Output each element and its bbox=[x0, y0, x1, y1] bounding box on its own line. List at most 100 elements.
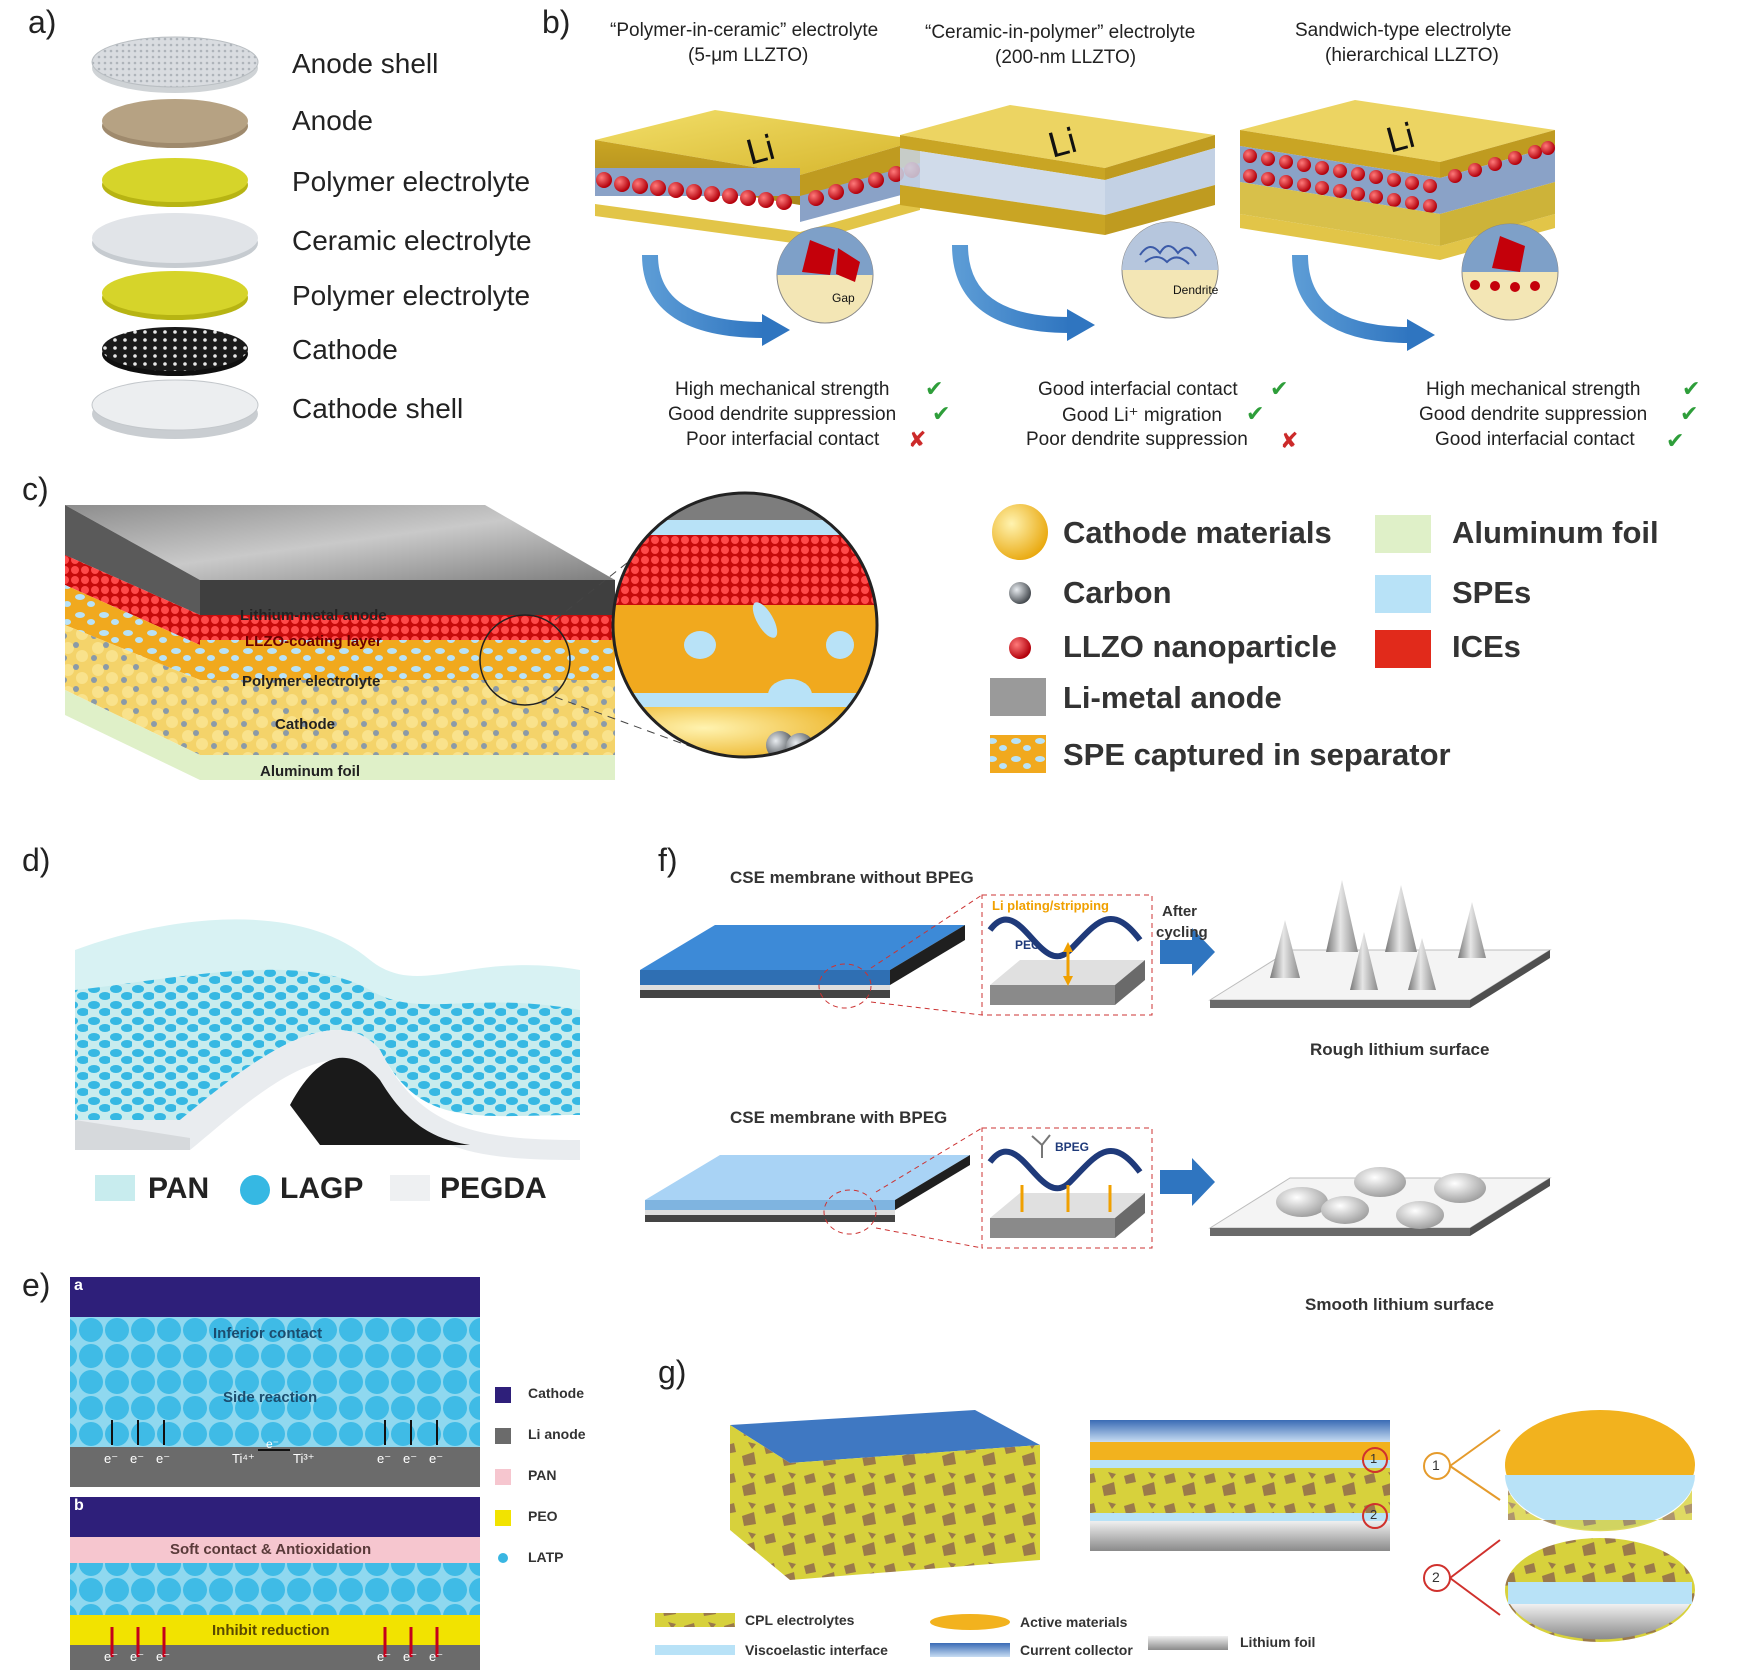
legend-pegda: PEGDA bbox=[440, 1172, 547, 1205]
col2-check-2: ✔ bbox=[1246, 401, 1265, 426]
f-top-zoom-peo: PEO bbox=[1015, 938, 1041, 952]
zoom-circle-col1 bbox=[776, 226, 874, 324]
lagp-icon bbox=[240, 1175, 270, 1205]
panel-d: d) PAN LAGP PEGDA bbox=[0, 840, 630, 1240]
membrane-plating-comparison bbox=[640, 880, 1552, 1249]
panel-a-label: a) bbox=[28, 4, 57, 40]
dendrite-cones bbox=[1270, 880, 1486, 990]
col3-check-3: ✔ bbox=[1666, 428, 1685, 453]
marker-2-ring bbox=[1362, 1503, 1388, 1529]
col3-title-line2: (hierarchical LLZTO) bbox=[1325, 45, 1499, 66]
current-collector-swatch bbox=[930, 1643, 1010, 1657]
sub-a-electron-4: e⁻ bbox=[377, 1451, 392, 1466]
sub-a-electron-3: e⁻ bbox=[156, 1451, 171, 1466]
legend-lithium-foil: Lithium foil bbox=[1240, 1634, 1316, 1650]
layer-label-llzo-coating: LLZO-coating layer bbox=[245, 633, 382, 650]
legend-ices: ICEs bbox=[1452, 629, 1521, 664]
zoom-circle-col3 bbox=[1461, 223, 1559, 321]
cross-section bbox=[1090, 1420, 1390, 1442]
curved-arrow-col3 bbox=[1292, 254, 1411, 343]
sub-b-electron-4: e⁻ bbox=[377, 1649, 392, 1664]
polymer-in-ceramic-block bbox=[595, 110, 920, 244]
curved-arrow-col1 bbox=[642, 254, 766, 338]
layer-label-polymer-electrolyte: Polymer electrolyte bbox=[242, 673, 381, 690]
sub-a-electron-6: e⁻ bbox=[429, 1451, 444, 1466]
sub-a-ti3: Ti³⁺ bbox=[293, 1451, 315, 1466]
panel-b: b) bbox=[540, 0, 1750, 470]
col1-feature-3: Poor interfacial contact bbox=[686, 429, 880, 450]
sub-b-tag: b bbox=[74, 1497, 84, 1514]
f-top-result: Rough lithium surface bbox=[1310, 1040, 1490, 1059]
col2-title-line1: “Ceramic-in-polymer” electrolyte bbox=[925, 22, 1196, 43]
sub-b-electron-3: e⁻ bbox=[156, 1649, 171, 1664]
coin-cell-exploded-diagram bbox=[91, 36, 259, 439]
cell-layer-cross-section bbox=[65, 491, 1431, 780]
li-anode-swatch bbox=[495, 1428, 511, 1444]
col3-feature-1: High mechanical strength bbox=[1426, 379, 1641, 400]
panel-g-label: g) bbox=[658, 1354, 687, 1390]
legend-lagp: LAGP bbox=[280, 1172, 364, 1205]
panel-a: a) bbox=[0, 0, 560, 440]
sub-a-ti-arrow-electron: e⁻ bbox=[266, 1437, 280, 1451]
ceramic-in-polymer-block bbox=[900, 105, 1215, 235]
layer-label-aluminum-foil: Aluminum foil bbox=[260, 763, 360, 780]
f-top-title: CSE membrane without BPEG bbox=[730, 868, 974, 887]
legend-llzo-nanoparticle: LLZO nanoparticle bbox=[1063, 629, 1337, 664]
legend-e-peo: PEO bbox=[528, 1508, 558, 1524]
sub-b-soft-contact: Soft contact & Antioxidation bbox=[170, 1541, 372, 1558]
cpl-block bbox=[730, 1410, 1040, 1463]
col2-title-line2: (200-nm LLZTO) bbox=[995, 47, 1137, 68]
callout-2-label: 2 bbox=[1432, 1569, 1440, 1585]
col3-check-1: ✔ bbox=[1682, 376, 1701, 401]
panel-b-label: b) bbox=[542, 4, 571, 40]
layer-label-lithium-metal-anode: Lithium-metal anode bbox=[240, 607, 387, 624]
spe-captured-icon bbox=[990, 735, 1046, 773]
layer-label-anode: Anode bbox=[292, 105, 373, 136]
f-arrow-label-1: After bbox=[1162, 903, 1198, 920]
col1-title-line1: “Polymer-in-ceramic” electrolyte bbox=[610, 20, 879, 41]
panel-d-label: d) bbox=[22, 842, 51, 878]
col1-cross-3: ✘ bbox=[908, 427, 927, 452]
sub-a-side-reaction: Side reaction bbox=[223, 1389, 318, 1406]
legend-viscoelastic-interface: Viscoelastic interface bbox=[745, 1642, 888, 1658]
lithium-foil-swatch bbox=[1148, 1636, 1228, 1650]
cathode-materials-icon bbox=[992, 504, 1048, 560]
flexible-electrolyte-illustration bbox=[75, 919, 580, 1205]
legend-active-materials: Active materials bbox=[1020, 1614, 1128, 1630]
zoom-circle-col2 bbox=[1121, 221, 1219, 319]
smooth-domes bbox=[1276, 1167, 1486, 1229]
active-materials-swatch bbox=[930, 1614, 1010, 1630]
legend-carbon: Carbon bbox=[1063, 575, 1172, 610]
polymer-electrolyte-disk-bottom bbox=[102, 271, 248, 320]
panel-g: g) bbox=[640, 1350, 1750, 1677]
col1-check-1: ✔ bbox=[925, 376, 944, 401]
smooth-arrow bbox=[1160, 1158, 1215, 1206]
latp-swatch bbox=[498, 1553, 508, 1563]
panel-c-label: c) bbox=[22, 471, 49, 507]
sub-b-electron-5: e⁻ bbox=[403, 1649, 418, 1664]
pan-icon bbox=[95, 1175, 135, 1201]
sub-a-ti4: Ti⁴⁺ bbox=[232, 1451, 255, 1466]
layered-block bbox=[65, 504, 701, 780]
panel-f: f) bbox=[640, 840, 1750, 1320]
sub-b-inhibit-reduction: Inhibit reduction bbox=[212, 1622, 330, 1639]
legend-aluminum-foil: Aluminum foil bbox=[1452, 515, 1659, 550]
ices-icon bbox=[1375, 630, 1431, 668]
col2-feature-2: Good Li⁺ migration bbox=[1062, 405, 1222, 426]
f-bottom-result: Smooth lithium surface bbox=[1305, 1295, 1494, 1314]
layer-label-polymer-electrolyte-top: Polymer electrolyte bbox=[292, 166, 531, 197]
cathode-disk bbox=[102, 327, 248, 376]
anode-disk bbox=[102, 99, 248, 148]
legend-pan: PAN bbox=[148, 1172, 210, 1205]
sub-b-electron-1: e⁻ bbox=[104, 1649, 119, 1664]
cpl-swatch bbox=[655, 1613, 735, 1627]
aluminum-foil-icon bbox=[1375, 515, 1431, 553]
pegda-icon bbox=[390, 1175, 430, 1201]
pan-swatch bbox=[495, 1469, 511, 1485]
interface-comparison-diagram bbox=[70, 1277, 511, 1670]
panel-f-label: f) bbox=[658, 842, 678, 878]
legend-cpl-electrolytes: CPL electrolytes bbox=[745, 1612, 855, 1628]
col3-check-2: ✔ bbox=[1680, 401, 1699, 426]
membrane-without-bpeg bbox=[640, 925, 965, 970]
cathode-shell-disk bbox=[91, 379, 259, 439]
